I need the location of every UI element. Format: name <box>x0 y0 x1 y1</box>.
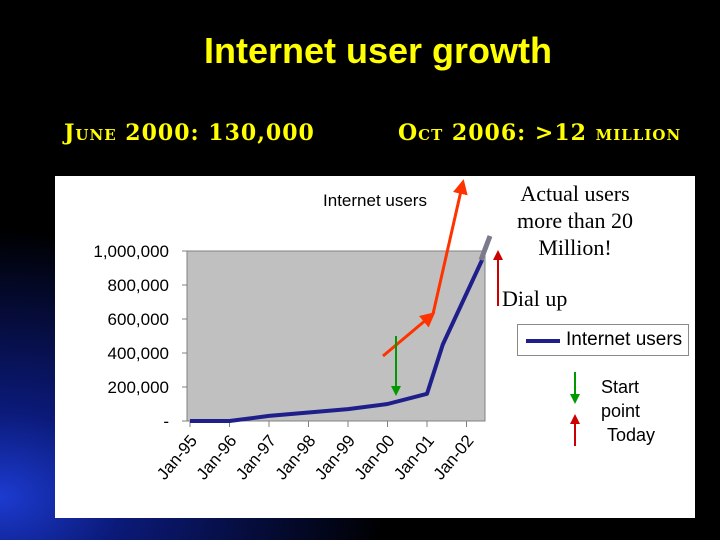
x-tick-label: Jan-95 <box>153 431 201 483</box>
y-tick-label: 800,000 <box>108 276 169 295</box>
plot-area <box>186 250 486 422</box>
annotation-dial-up: Dial up <box>502 286 568 311</box>
annotation-arrows <box>382 179 580 446</box>
y-tick-label: 600,000 <box>108 310 169 329</box>
y-tick-label: 200,000 <box>108 378 169 397</box>
x-tick-label: Jan-96 <box>193 431 241 483</box>
x-tick-label: Jan-97 <box>232 431 280 483</box>
trend-arrow-2 <box>431 179 468 315</box>
dialup-marker <box>478 235 493 261</box>
x-tick-label: Jan-02 <box>430 431 478 483</box>
legend-swatch <box>526 339 560 343</box>
series-line-internet-users <box>190 258 485 423</box>
slide-title: Internet user growth <box>203 30 553 71</box>
x-tick-label: Jan-98 <box>272 431 320 483</box>
x-axis-ticks: Jan-95Jan-96Jan-97Jan-98Jan-99Jan-00Jan-… <box>153 421 478 483</box>
x-tick-label: Jan-99 <box>311 431 359 483</box>
chart-panel: Internet users - 200,000 400,000 600,000 800… <box>55 176 695 518</box>
legend: Internet users <box>517 324 689 356</box>
subtitle-oct-2006: Oct 2006: >12 million <box>398 120 682 146</box>
key-today: Today <box>607 425 656 445</box>
y-tick-label: - <box>163 412 169 431</box>
annotation-actual-users: Actual users more than 20 Million! <box>516 181 634 260</box>
legend-label: Internet users <box>566 329 683 350</box>
trend-arrow-1 <box>382 312 436 358</box>
y-axis-ticks: - 200,000 400,000 600,000 800,000 1,000,000 <box>93 242 187 431</box>
chart-title: Internet users <box>323 191 427 210</box>
subtitle-june-2000: June 2000: 130,000 <box>64 120 315 146</box>
y-tick-label: 1,000,000 <box>93 242 169 261</box>
x-tick-label: Jan-00 <box>351 431 399 483</box>
y-tick-label: 400,000 <box>108 344 169 363</box>
chart-svg: Internet users - 200,000 400,000 600,000 800… <box>93 179 580 483</box>
key-start-point: Start point <box>601 377 641 421</box>
x-tick-label: Jan-01 <box>390 431 438 483</box>
